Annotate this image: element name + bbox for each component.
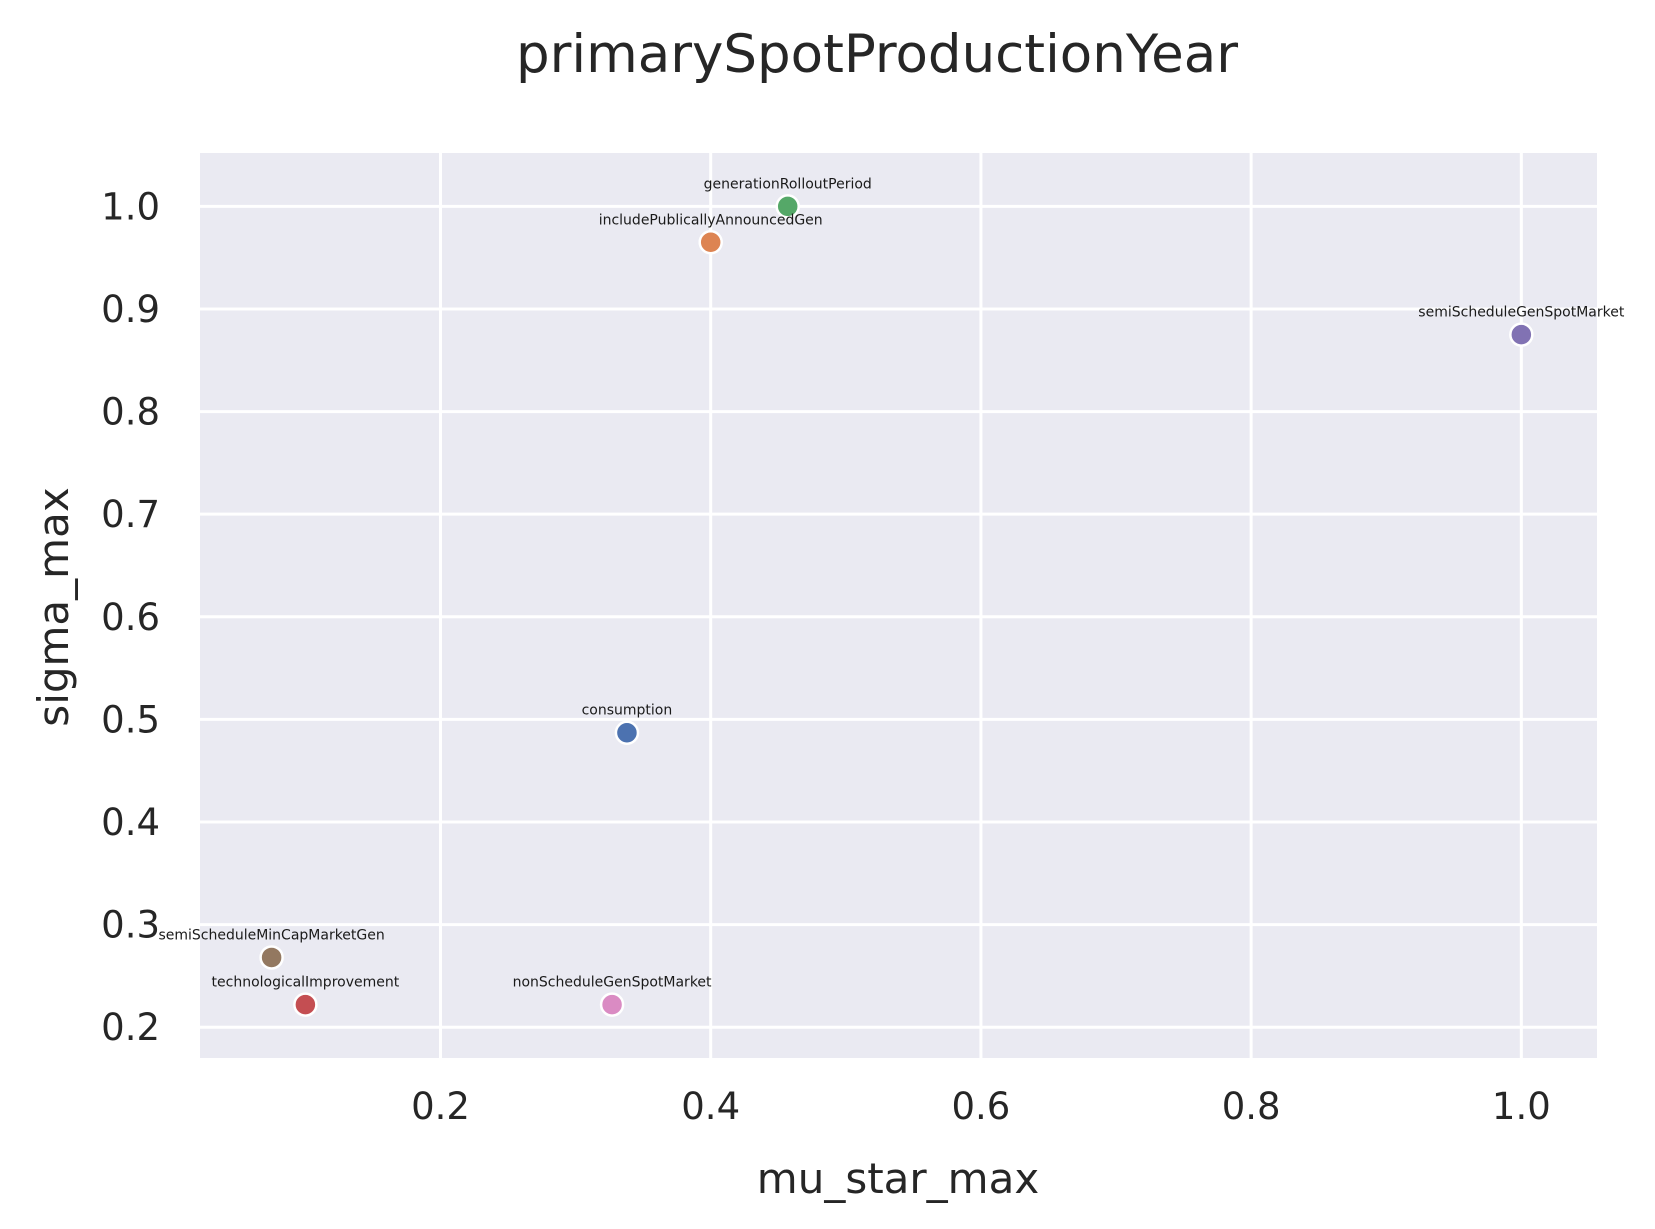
data-point-label: semiScheduleGenSpotMarket (1418, 305, 1625, 321)
chart-title: primarySpotProductionYear (516, 24, 1238, 85)
y-tick-label: 0.8 (101, 391, 160, 434)
y-tick-label: 0.2 (101, 1006, 160, 1049)
y-tick-label: 0.6 (101, 596, 160, 639)
x-grid (438, 153, 1523, 1058)
plot-area (200, 153, 1597, 1058)
y-grid (200, 204, 1597, 1029)
x-tick-label: 1.0 (1492, 1085, 1551, 1128)
data-point-label: consumption (582, 703, 673, 719)
x-tick-labels: 0.2 0.4 0.6 0.8 1.0 (411, 1085, 1551, 1128)
data-points (259, 194, 1534, 1017)
data-point (775, 194, 800, 219)
data-point (599, 992, 625, 1017)
y-tick-label: 1.0 (101, 185, 160, 228)
x-tick-label: 0.6 (951, 1085, 1010, 1128)
y-tick-label: 0.4 (101, 801, 160, 844)
y-tick-label: 0.9 (101, 288, 160, 331)
data-point (1509, 322, 1534, 347)
x-tick-label: 0.4 (681, 1085, 740, 1128)
x-tick-label: 0.2 (411, 1085, 470, 1128)
y-tick-labels: 0.2 0.3 0.4 0.5 0.6 0.7 0.8 0.9 1.0 (101, 185, 160, 1049)
data-point-label: generationRolloutPeriod (704, 176, 872, 192)
data-point-label: includePublicallyAnnouncedGen (599, 212, 823, 228)
data-point-label: semiScheduleMinCapMarketGen (158, 927, 384, 943)
data-point (614, 720, 640, 745)
x-axis-label: mu_star_max (757, 1154, 1039, 1203)
data-point-label: nonScheduleGenSpotMarket (513, 975, 712, 991)
data-point (293, 992, 318, 1017)
y-axis-label: sigma_max (29, 487, 78, 726)
y-tick-label: 0.3 (101, 904, 160, 947)
data-point-label: technologicalImprovement (212, 975, 400, 991)
y-tick-label: 0.7 (101, 493, 160, 536)
data-point-labels: consumption includePublicallyAnnouncedGen… (158, 176, 1624, 990)
x-tick-label: 0.8 (1222, 1085, 1281, 1128)
data-point (698, 230, 723, 255)
data-point (259, 945, 284, 970)
y-tick-label: 0.5 (101, 698, 160, 741)
